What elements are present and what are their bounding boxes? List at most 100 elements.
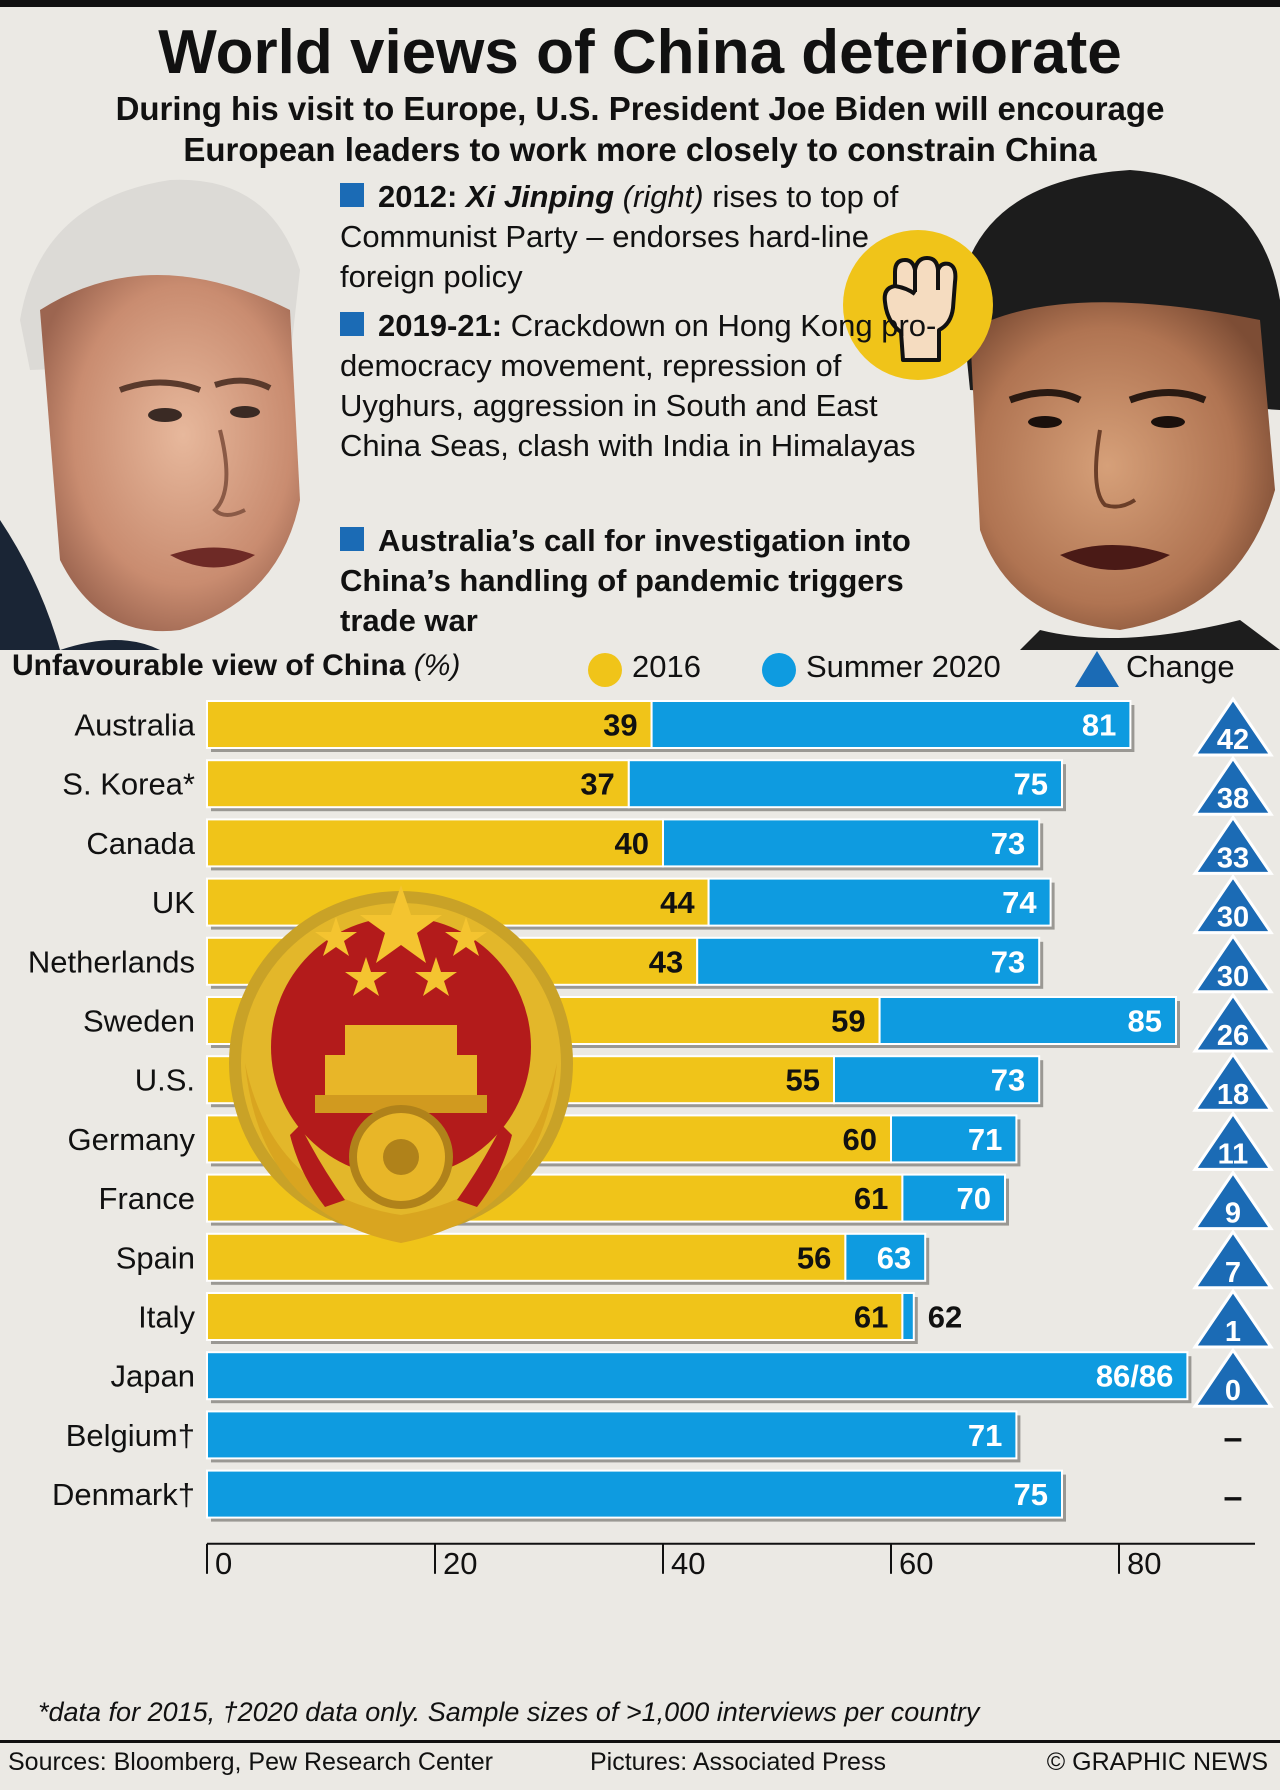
change-triangle — [1192, 696, 1274, 757]
note-2019-21: 2019-21: Crackdown on Hong Kong pro-demo… — [340, 306, 950, 466]
note-2019-21-text: Crackdown on Hong Kong pro-democracy mov… — [340, 308, 937, 463]
change-label: 30 — [1217, 902, 1249, 934]
country-label: France — [99, 1181, 195, 1216]
country-label: Denmark† — [52, 1477, 195, 1512]
value-2016-label: 39 — [603, 708, 637, 743]
value-2016-label: 59 — [831, 1004, 865, 1039]
value-2020-label: 73 — [991, 944, 1025, 979]
change-triangle — [1192, 1169, 1274, 1231]
country-label: Italy — [138, 1300, 195, 1335]
legend-title: Unfavourable view of China (%) — [12, 649, 460, 683]
value-2020-label: 86/86 — [1096, 1359, 1174, 1394]
bar-2020 — [696, 936, 1041, 986]
change-label: – — [1224, 1419, 1243, 1457]
note-2012-name: Xi Jinping — [465, 179, 615, 214]
change-triangle — [1192, 933, 1274, 994]
note-2012-year: 2012: — [378, 179, 458, 214]
country-label: UK — [152, 885, 195, 920]
change-triangle — [1192, 992, 1274, 1053]
value-2020-label: 85 — [1128, 1004, 1162, 1039]
legend-change-label: Change — [1126, 649, 1235, 684]
value-2020-label: 73 — [991, 826, 1025, 861]
value-2016-label: 43 — [649, 944, 683, 979]
footnote: *data for 2015, †2020 data only. Sample … — [38, 1697, 980, 1727]
change-triangle — [1192, 1051, 1274, 1112]
top-rule — [0, 0, 1280, 7]
country-label: Belgium† — [66, 1418, 195, 1453]
value-2020-label: 70 — [957, 1181, 991, 1216]
note-2012-aside: (right) — [622, 179, 704, 214]
value-2016-label: 61 — [854, 1300, 888, 1335]
legend-2016-swatch — [588, 653, 622, 687]
bar-2020 — [707, 877, 1052, 927]
value-2020-label: 81 — [1082, 708, 1116, 743]
change-triangle — [1192, 1347, 1274, 1408]
change-triangle — [1192, 1110, 1274, 1171]
note-australia-text: Australia’s call for investigation into … — [340, 523, 911, 638]
legend-unit: (%) — [413, 649, 461, 682]
bullet-square-icon — [340, 183, 364, 207]
note-australia: Australia’s call for investigation into … — [340, 521, 950, 641]
deck: During his visit to Europe, U.S. Preside… — [115, 90, 1165, 168]
change-label: 0 — [1225, 1375, 1241, 1407]
bar-2020 — [901, 1173, 1007, 1223]
country-label: Japan — [111, 1359, 195, 1394]
x-tick-label: 40 — [671, 1546, 705, 1581]
bar-2020 — [878, 996, 1177, 1045]
legend: Unfavourable view of China (%) 2016 Summ… — [0, 645, 1280, 695]
legend-2016-label: 2016 — [632, 649, 701, 684]
bar-2020 — [650, 700, 1132, 749]
value-2016-label: 44 — [660, 885, 695, 920]
change-label: 42 — [1217, 724, 1249, 756]
change-triangle — [1192, 1229, 1274, 1290]
change-triangle — [1192, 755, 1274, 816]
country-label: Canada — [86, 826, 195, 861]
value-2020-label: 75 — [1014, 1477, 1048, 1512]
bar-2020 — [833, 1055, 1041, 1105]
raised-fist-icon — [882, 256, 958, 362]
country-label: Sweden — [83, 1004, 195, 1039]
headline: World views of China deteriorate — [158, 18, 1122, 87]
credit-sources: Sources: Bloomberg, Pew Research Center — [8, 1748, 493, 1776]
country-label: Germany — [68, 1122, 196, 1157]
fist-circle — [843, 230, 993, 380]
change-triangle-icon — [1075, 651, 1119, 687]
bar-2020 — [206, 1469, 1063, 1519]
bar-2020 — [206, 1410, 1018, 1460]
credit-copyright: © GRAPHIC NEWS — [1046, 1748, 1268, 1776]
country-label: U.S. — [135, 1063, 195, 1098]
value-2016-label: 60 — [843, 1122, 877, 1157]
x-tick-label: 80 — [1127, 1546, 1161, 1581]
value-2020-label: 71 — [968, 1418, 1002, 1453]
value-2020-label: 75 — [1014, 767, 1048, 802]
x-tick-label: 20 — [443, 1546, 477, 1581]
note-2019-21-year: 2019-21: — [378, 308, 503, 343]
biden-portrait — [0, 179, 300, 650]
value-2020-label: 63 — [877, 1240, 911, 1275]
note-2012-text: rises to top of Communist Party – endors… — [340, 179, 899, 294]
value-2016-label: 56 — [797, 1240, 831, 1275]
change-label: 7 — [1225, 1257, 1241, 1289]
bar-2016 — [206, 1232, 847, 1282]
bar-2016 — [206, 700, 653, 749]
country-label: Australia — [74, 708, 195, 743]
country-label: S. Korea* — [62, 767, 195, 802]
bullet-square-icon — [340, 527, 364, 551]
bottom-rule — [0, 1740, 1280, 1743]
change-label: 1 — [1225, 1316, 1241, 1348]
bullet-square-icon — [340, 312, 364, 336]
bar-2020 — [901, 1292, 915, 1341]
bar-2016 — [206, 1292, 904, 1341]
bar-2020 — [662, 818, 1041, 868]
change-triangle — [1192, 814, 1274, 875]
value-2020-label: 74 — [1002, 885, 1037, 920]
country-label: Spain — [116, 1240, 195, 1275]
change-label: 11 — [1218, 1138, 1249, 1170]
x-tick-label: 0 — [215, 1546, 232, 1581]
bar-2020 — [627, 759, 1063, 809]
bar-2016 — [206, 818, 664, 868]
bar-2016 — [206, 759, 630, 809]
value-2016-label: 55 — [786, 1063, 820, 1098]
